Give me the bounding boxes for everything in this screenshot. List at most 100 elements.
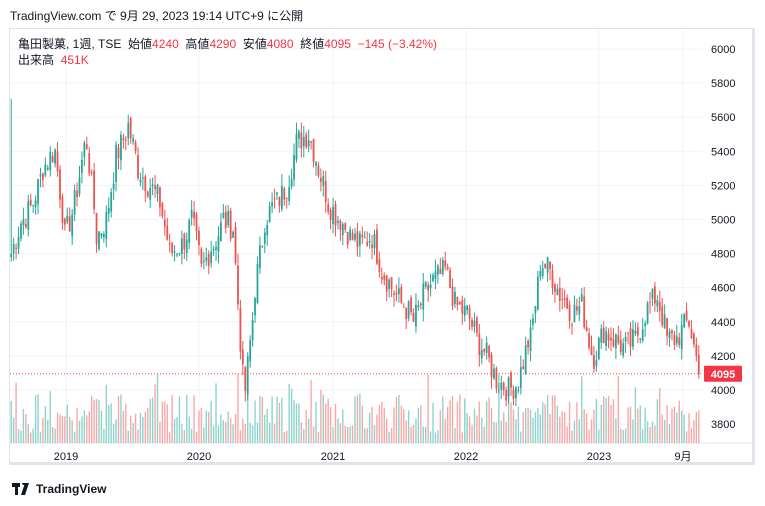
candle-body — [551, 270, 554, 288]
candle-body — [490, 354, 493, 378]
candle-body — [402, 306, 405, 308]
candle-body — [17, 236, 20, 249]
time-tick: 2021 — [321, 451, 345, 463]
candle-body — [388, 279, 391, 289]
candle-body — [368, 241, 371, 243]
candle-body — [241, 349, 244, 365]
volume-bar — [125, 403, 127, 443]
volume-bar — [410, 426, 412, 443]
volume-bar — [76, 408, 78, 443]
candle-body — [20, 223, 22, 239]
volume-bar — [398, 394, 400, 443]
volume-bar — [149, 398, 151, 443]
volume-bar — [429, 431, 432, 443]
price-tick: 5200 — [711, 180, 735, 192]
volume-bar — [656, 399, 659, 443]
volume-bar — [590, 419, 593, 443]
high-value: 4290 — [209, 37, 237, 51]
candle-body — [232, 231, 234, 238]
volume-bar — [412, 425, 415, 443]
candle-body — [393, 293, 395, 295]
volume-bar — [15, 382, 17, 443]
candle-body — [188, 220, 191, 243]
volume-bar — [217, 425, 220, 443]
candle-body — [536, 276, 539, 310]
candle-body — [639, 338, 642, 340]
candle-body — [561, 298, 564, 300]
volume-bar — [349, 426, 351, 443]
volume-bar — [425, 426, 427, 443]
candle-body — [98, 231, 100, 249]
price-tick: 6000 — [711, 44, 735, 56]
candle-body — [283, 188, 286, 200]
candle-body — [176, 254, 178, 256]
volume-bar — [432, 402, 434, 443]
close-value: 4095 — [324, 37, 351, 51]
candle-body — [85, 144, 88, 149]
candle-body — [22, 219, 25, 226]
candle-body — [454, 291, 456, 304]
volume-bar — [461, 432, 463, 443]
volume-bar — [225, 421, 227, 443]
volume-bar — [568, 402, 571, 443]
volume-bar — [108, 405, 110, 443]
volume-bar — [59, 414, 61, 443]
candle-body — [298, 131, 300, 139]
last-price-label: 4095 — [711, 369, 735, 381]
volume-bar — [132, 423, 134, 443]
candle-body — [112, 183, 115, 190]
candle-body — [371, 244, 373, 249]
volume-bar — [127, 430, 129, 443]
candle-body — [627, 332, 629, 334]
candle-body — [471, 320, 473, 327]
candle-body — [497, 389, 500, 391]
candle-body — [685, 310, 688, 321]
candle-body — [78, 177, 81, 195]
candle-body — [134, 141, 137, 152]
time-tick: 9月 — [674, 451, 691, 463]
volume-bar — [266, 409, 268, 443]
volume-bar — [681, 410, 683, 443]
volume-bar — [671, 408, 673, 443]
volume-bar — [51, 426, 54, 443]
volume-bar — [466, 412, 468, 443]
candle-body — [141, 177, 144, 179]
price-tick: 5600 — [711, 112, 735, 124]
volume-bar — [405, 420, 407, 443]
volume-bar — [610, 404, 612, 443]
volume-bar — [73, 431, 76, 443]
volume-bar — [364, 428, 366, 443]
candle-body — [61, 196, 64, 223]
candle-body — [590, 346, 593, 356]
volume-bar — [203, 427, 205, 443]
candle-body — [675, 336, 678, 344]
candle-body — [612, 339, 615, 347]
volume-bar — [334, 403, 337, 443]
volume-bar — [505, 421, 507, 443]
candle-body — [595, 360, 598, 366]
candle-body — [634, 330, 637, 334]
candle-body — [324, 181, 327, 202]
tradingview-logo[interactable]: TradingView — [12, 482, 106, 496]
price-tick: 3800 — [711, 419, 735, 431]
volume-bar — [522, 412, 524, 443]
candle-body — [458, 302, 461, 305]
volume-bar — [164, 401, 166, 443]
volume-bar — [322, 394, 325, 443]
volume-bar — [210, 400, 212, 443]
volume-bar — [147, 407, 149, 443]
chart-frame[interactable] — [9, 28, 755, 465]
price-tick: 4400 — [711, 317, 735, 329]
volume-bar — [617, 375, 620, 443]
volume-bar — [83, 410, 86, 443]
candle-body — [68, 216, 71, 232]
candle-body — [478, 333, 481, 356]
volume-bar — [351, 425, 354, 443]
volume-bar — [81, 416, 83, 443]
candle-body — [198, 230, 200, 246]
volume-bar — [417, 407, 420, 443]
volume-bar — [639, 405, 641, 443]
candle-body — [195, 214, 198, 232]
candle-body — [34, 200, 37, 207]
